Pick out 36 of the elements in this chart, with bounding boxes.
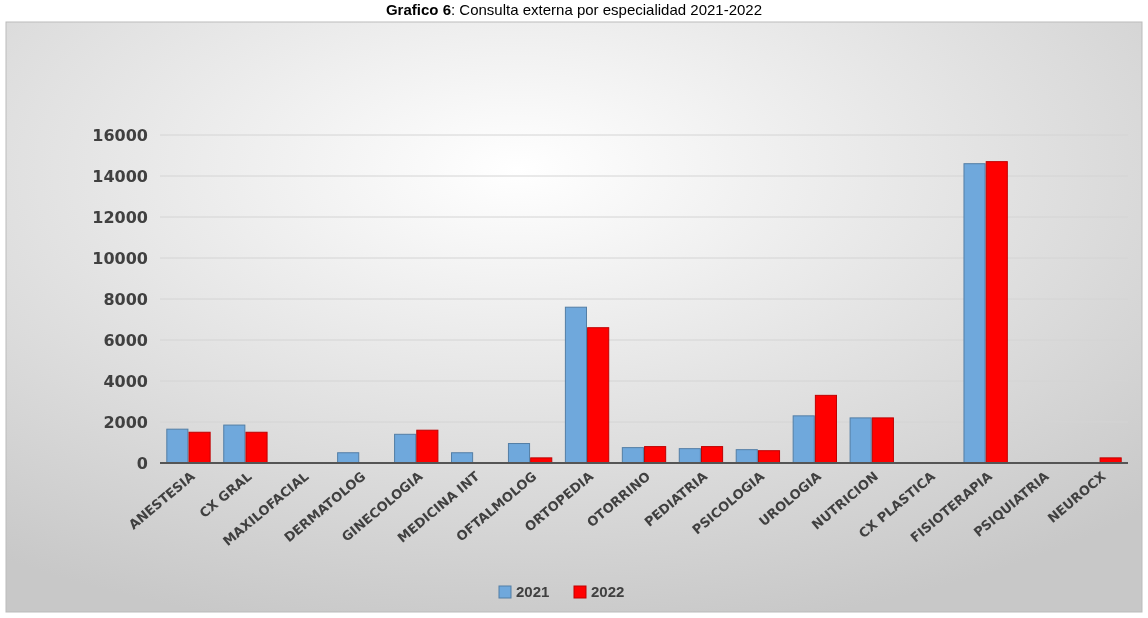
y-tick-label: 0 bbox=[136, 453, 148, 473]
legend-label: 2022 bbox=[591, 583, 625, 600]
bar bbox=[451, 452, 474, 464]
bar bbox=[337, 452, 360, 464]
bar bbox=[963, 163, 986, 464]
bar bbox=[223, 424, 246, 464]
bar bbox=[871, 417, 894, 464]
y-tick-label: 4000 bbox=[103, 371, 148, 391]
bar bbox=[587, 327, 610, 464]
y-tick-label: 12000 bbox=[92, 207, 148, 227]
bar bbox=[701, 446, 724, 464]
bar bbox=[644, 446, 667, 464]
bar bbox=[985, 161, 1008, 464]
y-tick-label: 8000 bbox=[103, 289, 148, 309]
bar bbox=[245, 431, 268, 464]
chart-title: Grafico 6: Consulta externa por especialidad 2021-2022 bbox=[385, 1, 763, 18]
bar bbox=[564, 306, 587, 464]
bar bbox=[416, 429, 439, 464]
y-tick-label: 6000 bbox=[103, 330, 148, 350]
bar bbox=[735, 449, 758, 464]
y-tick-label: 10000 bbox=[92, 248, 148, 268]
bar bbox=[188, 431, 211, 464]
bar bbox=[507, 443, 531, 464]
bar bbox=[166, 428, 189, 464]
bar bbox=[757, 450, 781, 464]
bar bbox=[849, 417, 872, 464]
legend-label: 2021 bbox=[516, 583, 550, 600]
y-tick-label: 16000 bbox=[92, 125, 148, 145]
bar bbox=[792, 415, 815, 464]
y-tick-label: 14000 bbox=[92, 166, 148, 186]
bar bbox=[621, 447, 644, 464]
bar bbox=[394, 433, 417, 464]
bar bbox=[1099, 457, 1122, 464]
bar bbox=[814, 394, 837, 464]
bar bbox=[678, 448, 701, 464]
y-tick-label: 2000 bbox=[103, 412, 148, 432]
